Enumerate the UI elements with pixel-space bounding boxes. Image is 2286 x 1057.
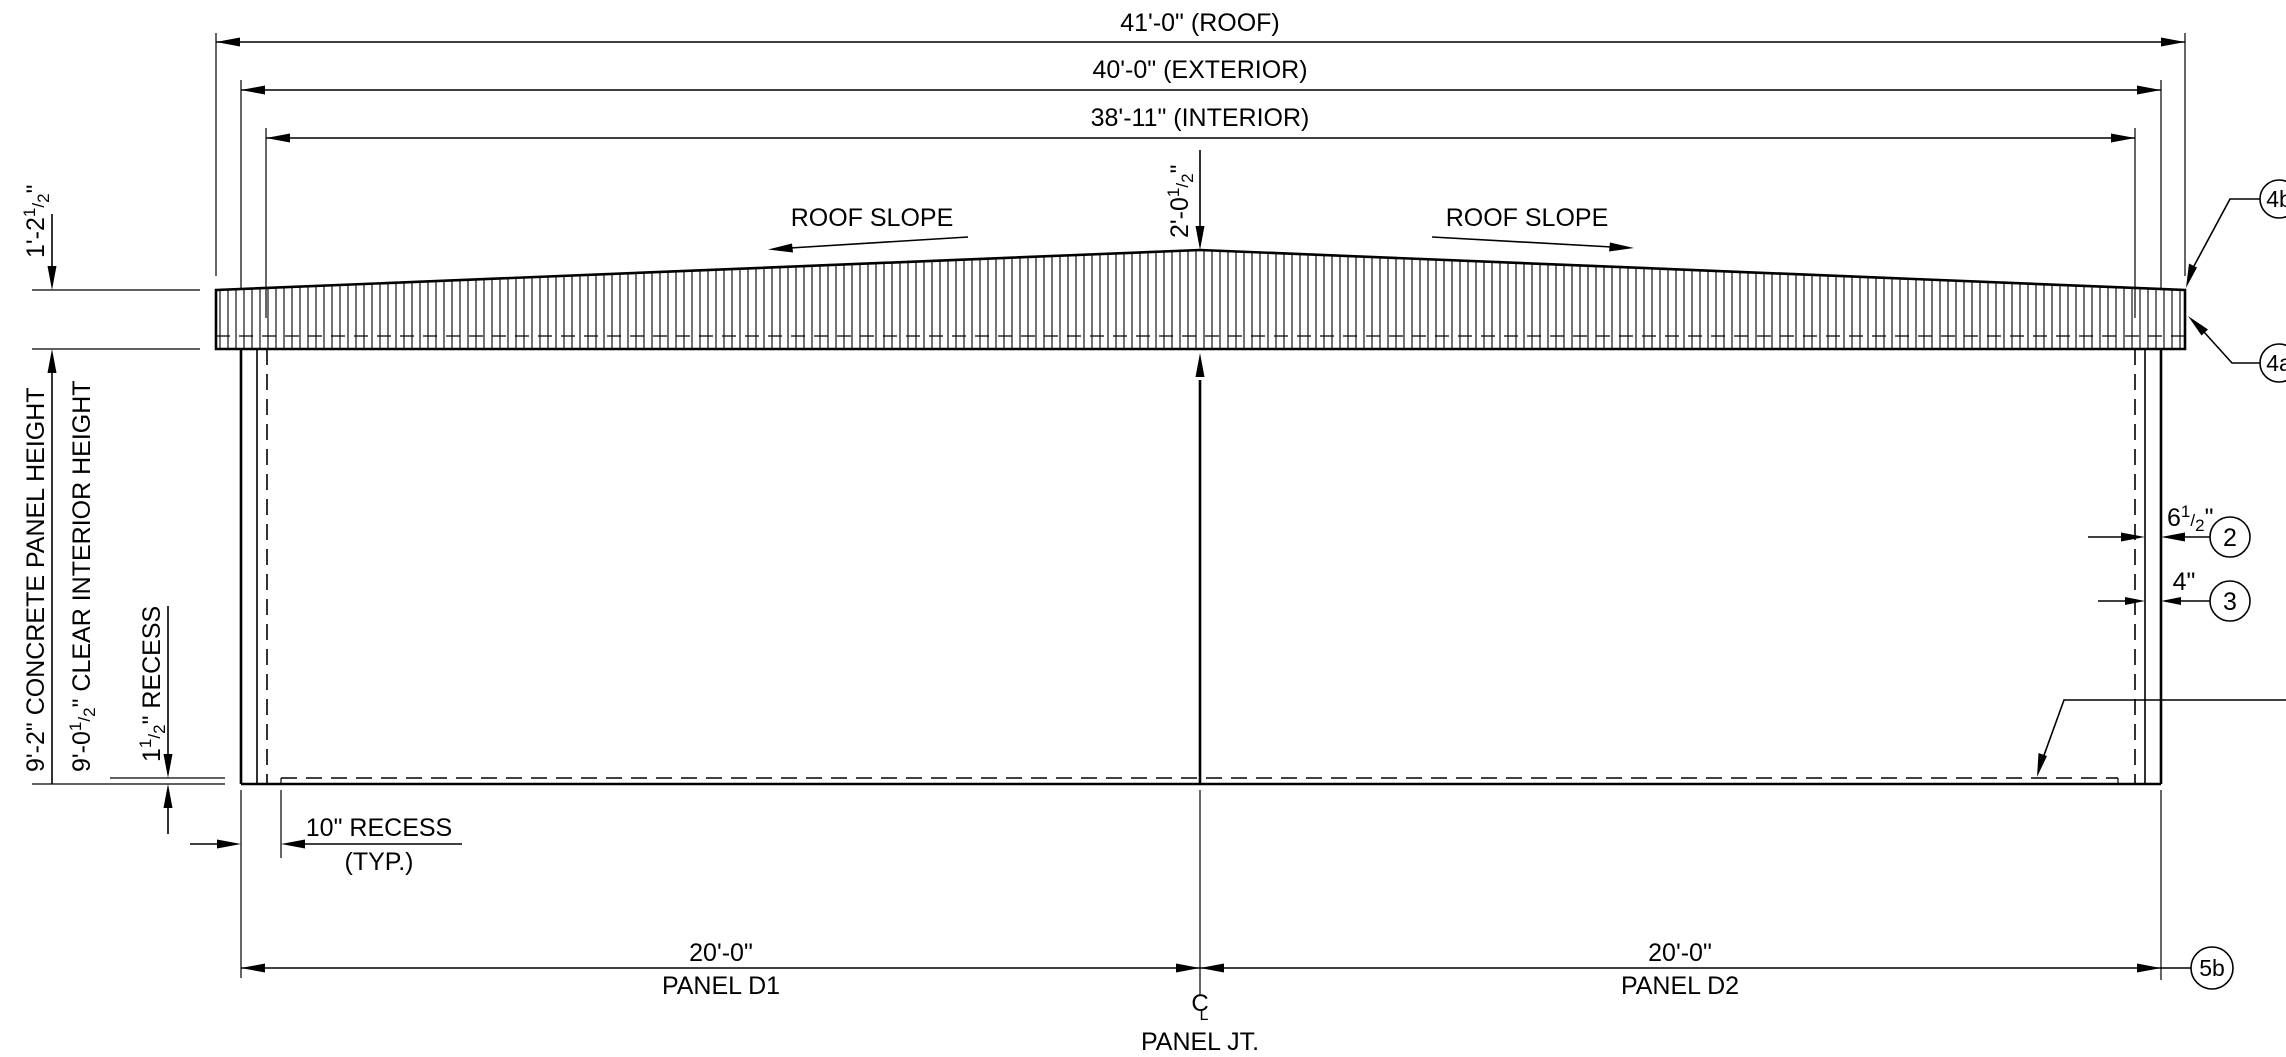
roof-slope-left: ROOF SLOPE xyxy=(768,204,969,253)
panel-joint-label: PANEL JT. xyxy=(1141,1028,1259,1056)
bottom-recess-dimension: 11/2" RECESS xyxy=(110,606,225,834)
callout-3-liner-thickness: 4" 3 xyxy=(2098,568,2251,622)
roof-hatching xyxy=(219,250,2181,349)
clear-height-label: 9'-01/2" CLEAR INTERIOR HEIGHT xyxy=(66,380,99,772)
wall-thickness-label: 61/2" xyxy=(2167,502,2213,535)
roof-slab xyxy=(214,248,2187,351)
panel-d2-length: 20'-0" xyxy=(1648,939,1712,967)
exterior-width-dimension: 40'-0" (EXTERIOR) xyxy=(240,56,2162,290)
roof-outline xyxy=(214,248,2187,351)
callout-9: 9 xyxy=(2037,699,2286,777)
bottom-recess-label: 11/2" RECESS xyxy=(136,606,169,762)
centerline-marker: C L PANEL JT. xyxy=(1141,990,1259,1056)
side-recess-label: 10" RECESS xyxy=(306,814,452,842)
exterior-width-label: 40'-0" (EXTERIOR) xyxy=(1092,56,1307,84)
callout-2-text: 2 xyxy=(2223,524,2237,552)
roof-edge-thickness-label: 1'-21/2" xyxy=(20,185,53,258)
roof-width-dimension: 41'-0" (ROOF) xyxy=(215,9,2186,276)
roof-slope-right: ROOF SLOPE xyxy=(1431,204,1634,252)
callout-2-wall-thickness: 61/2" 2 xyxy=(2088,502,2251,558)
panel-length-dimensions: 20'-0" PANEL D1 20'-0" PANEL D2 xyxy=(241,790,2162,1000)
ridge-rise-label: 2'-01/2" xyxy=(1164,165,1197,238)
interior-width-label: 38'-11" (INTERIOR) xyxy=(1091,104,1310,132)
panel-height-label: 9'-2" CONCRETE PANEL HEIGHT xyxy=(22,387,50,772)
callout-4b-text: 4b xyxy=(2266,186,2286,212)
centerline-l: L xyxy=(1200,1007,1209,1024)
callout-4b: 4b xyxy=(2186,179,2286,288)
panel-height-dimension: 9'-2" CONCRETE PANEL HEIGHT xyxy=(22,349,225,785)
roof-width-label: 41'-0" (ROOF) xyxy=(1120,9,1280,37)
ridge-rise-dimension: 2'-01/2" xyxy=(1164,150,1205,250)
callout-4a: 4a xyxy=(2188,316,2286,383)
wall-panels xyxy=(239,349,2163,786)
panel-d1-name: PANEL D1 xyxy=(662,972,780,1000)
roof-slope-right-label: ROOF SLOPE xyxy=(1446,204,1609,232)
clear-height-label-group: 9'-01/2" CLEAR INTERIOR HEIGHT xyxy=(66,380,99,772)
side-recess-dimension: 10" RECESS (TYP.) xyxy=(190,790,462,978)
panel-d2-name: PANEL D2 xyxy=(1621,972,1739,1000)
interior-width-dimension: 38'-11" (INTERIOR) xyxy=(265,104,2136,318)
roof-edge-thickness-dimension: 1'-21/2" xyxy=(20,185,200,350)
roof-slope-left-label: ROOF SLOPE xyxy=(791,204,954,232)
callout-5b: 5b xyxy=(2161,946,2234,990)
callout-4a-text: 4a xyxy=(2266,350,2286,376)
side-recess-typ-label: (TYP.) xyxy=(345,848,414,876)
liner-thickness-label: 4" xyxy=(2173,568,2196,596)
callout-3-text: 3 xyxy=(2223,588,2237,616)
panel-d1-length: 20'-0" xyxy=(689,939,753,967)
callout-5b-text: 5b xyxy=(2199,955,2225,981)
centerline-c: C xyxy=(1191,990,1208,1017)
